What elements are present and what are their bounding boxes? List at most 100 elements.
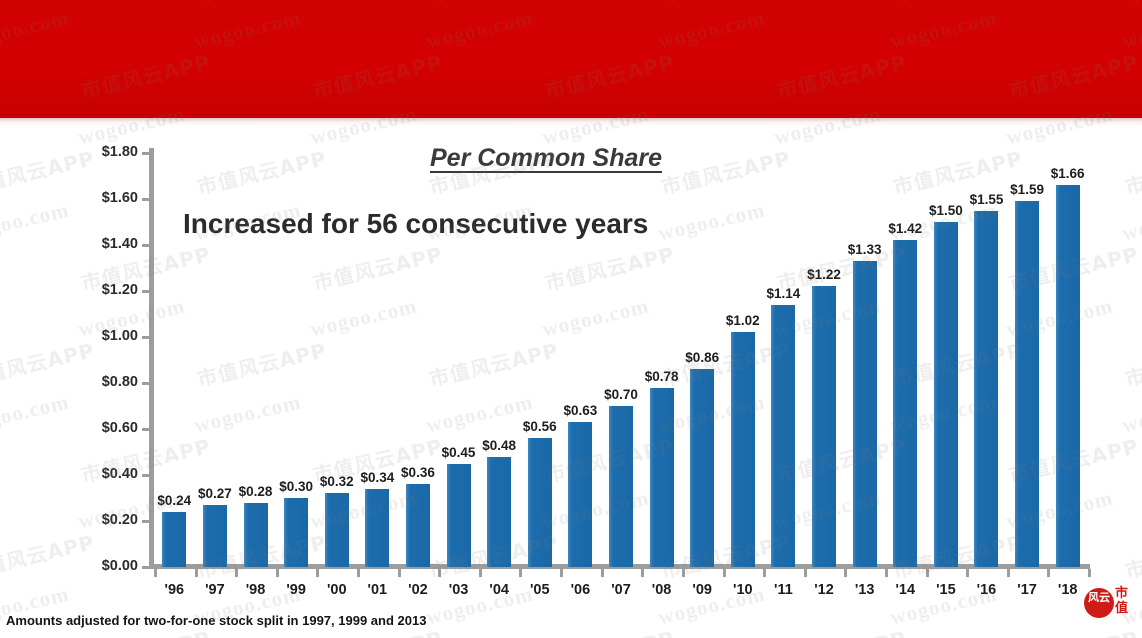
y-axis-tick-label: $1.40: [101, 236, 138, 252]
x-axis-tick: [926, 569, 929, 577]
x-axis-tick: [276, 569, 279, 577]
x-axis-tick: [479, 569, 482, 577]
x-axis-tick-label: '05: [529, 582, 550, 598]
y-axis-tick: [142, 566, 150, 569]
y-axis-line: [149, 148, 154, 567]
bar-value-label: $1.59: [1010, 182, 1044, 198]
bar-value-label: $0.48: [482, 437, 517, 453]
y-axis-tick-label: $0.20: [101, 512, 138, 528]
y-axis-tick: [142, 290, 150, 293]
x-axis-tick-label: '18: [1057, 582, 1078, 598]
x-axis-tick: [560, 569, 563, 577]
logo-brand-line2: 值: [1115, 601, 1129, 616]
y-axis-tick: [142, 198, 150, 201]
footnote: Amounts adjusted for two-for-one stock s…: [6, 613, 427, 628]
bar: [852, 261, 877, 567]
y-axis-tick-label: $1.20: [101, 282, 138, 298]
bar-value-label: $0.63: [563, 403, 598, 419]
y-axis-tick-label: $0.80: [101, 374, 138, 390]
bar: [324, 493, 349, 567]
bar-value-label: $1.02: [725, 313, 760, 329]
x-axis-tick: [316, 569, 319, 577]
logo-brand-text: 市 值: [1115, 586, 1128, 616]
y-axis-tick: [142, 474, 150, 477]
bar: [446, 463, 471, 567]
x-axis-tick-label: '97: [205, 582, 225, 598]
bar-value-label: $0.34: [360, 469, 395, 485]
x-axis-tick: [641, 569, 644, 577]
x-axis-tick-label: '02: [408, 582, 428, 598]
x-axis-tick: [844, 569, 847, 577]
x-axis-tick-label: '01: [367, 582, 388, 598]
x-axis-tick: [763, 569, 766, 577]
y-axis-tick: [142, 152, 150, 155]
y-axis-tick: [142, 520, 150, 523]
bar: [162, 511, 187, 567]
x-axis-tick-label: '16: [976, 582, 997, 598]
x-axis-tick: [1047, 569, 1050, 577]
x-axis-tick: [723, 569, 726, 577]
x-axis-tick: [398, 569, 401, 577]
x-axis-tick: [1088, 569, 1091, 577]
bar: [202, 504, 227, 567]
bar-value-label: $0.86: [685, 350, 720, 366]
bar: [487, 456, 512, 567]
x-axis-tick: [438, 569, 441, 577]
x-axis-tick-label: '98: [245, 582, 266, 598]
y-axis-tick: [142, 428, 150, 431]
x-axis-tick-label: '03: [448, 582, 469, 598]
bar-value-label: $0.36: [401, 465, 435, 481]
x-axis-tick-label: '14: [895, 582, 916, 598]
x-axis-tick-label: '99: [286, 582, 306, 598]
chart-area: Per Common Share Increased for 56 consec…: [0, 118, 1142, 638]
x-axis-tick-label: '11: [774, 582, 793, 598]
x-axis-tick: [682, 569, 685, 577]
x-axis-tick-label: '08: [651, 582, 672, 598]
x-axis-tick: [195, 569, 198, 577]
x-axis-tick-label: '09: [692, 582, 712, 598]
x-axis-tick: [519, 569, 522, 577]
x-axis-tick-label: '15: [936, 582, 956, 598]
bar-value-label: $0.45: [441, 444, 476, 460]
y-axis-tick-label: $1.80: [101, 144, 138, 160]
x-axis-tick-label: '10: [733, 582, 753, 598]
bar: [812, 286, 837, 567]
bar-value-label: $0.24: [157, 492, 192, 508]
x-axis-tick: [601, 569, 604, 577]
bar-value-label: $1.22: [807, 267, 841, 283]
bar-value-label: $0.56: [522, 419, 557, 435]
bar-value-label: $1.50: [928, 203, 963, 218]
y-axis-tick-label: $1.60: [101, 190, 138, 206]
x-axis-tick: [357, 569, 360, 577]
x-axis-tick-label: '17: [1017, 582, 1037, 598]
bar-value-label: $1.55: [969, 191, 1004, 207]
bar-value-label: $1.42: [888, 221, 923, 237]
x-axis-tick-label: '12: [814, 582, 834, 598]
x-axis-tick: [154, 569, 157, 577]
y-axis-tick-label: $0.40: [101, 466, 138, 482]
bar: [771, 304, 796, 567]
logo-brand-line1: 市: [1115, 586, 1129, 601]
bar-value-label: $1.33: [847, 242, 882, 258]
x-axis-tick: [804, 569, 807, 577]
bar: [893, 240, 918, 567]
bar-value-label: $0.78: [644, 368, 679, 384]
x-axis-tick: [1007, 569, 1010, 577]
bar: [690, 369, 715, 567]
logo-circle-icon: 风云: [1084, 588, 1114, 618]
x-axis-tick-label: '13: [854, 582, 875, 598]
x-axis-tick: [885, 569, 888, 577]
bar: [365, 488, 390, 567]
bar-value-label: $0.30: [279, 479, 314, 494]
y-axis-tick-label: $0.00: [101, 558, 138, 574]
bar: [1015, 201, 1040, 567]
bar: [1055, 185, 1080, 567]
header-shadow: [0, 118, 1142, 127]
bar: [243, 502, 268, 567]
bar-value-label: $1.14: [766, 285, 801, 301]
y-axis-tick: [142, 336, 150, 339]
bar: [568, 422, 593, 567]
bar: [730, 332, 755, 567]
bar: [609, 406, 633, 567]
